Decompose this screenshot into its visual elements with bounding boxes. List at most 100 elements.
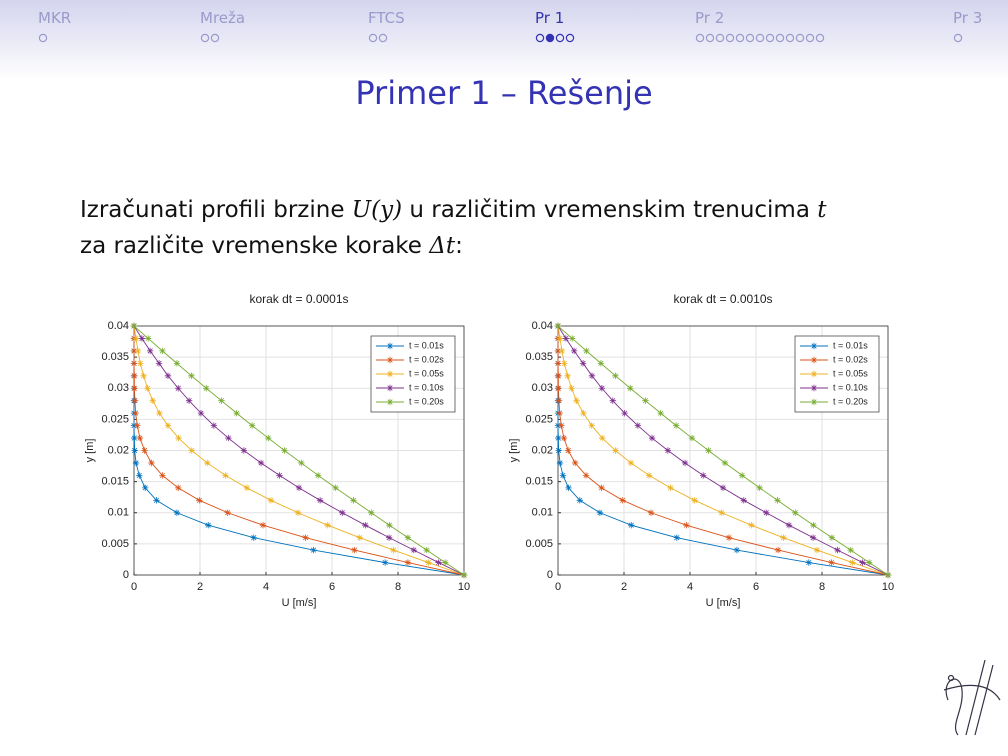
marker xyxy=(565,484,572,492)
nav-dot xyxy=(378,33,388,43)
legend-label: t = 0.05s xyxy=(409,368,444,378)
marker xyxy=(849,559,856,566)
marker xyxy=(554,422,562,429)
marker xyxy=(136,434,144,442)
marker xyxy=(691,497,698,504)
marker xyxy=(884,571,892,579)
marker xyxy=(681,459,689,467)
marker xyxy=(756,484,763,492)
header-bar xyxy=(0,0,1008,80)
math: Δt xyxy=(429,233,456,259)
marker xyxy=(410,546,418,554)
marker xyxy=(612,372,619,379)
y-tick-label: 0 xyxy=(123,569,129,581)
marker xyxy=(425,559,432,566)
marker xyxy=(131,434,138,442)
marker xyxy=(647,509,655,516)
x-tick-label: 10 xyxy=(882,581,894,593)
nav-item[interactable]: Mreža xyxy=(200,9,246,27)
legend-label: t = 0.20s xyxy=(833,396,868,406)
marker xyxy=(159,472,166,479)
marker xyxy=(657,409,664,417)
nav-item[interactable]: Pr 3 xyxy=(953,9,983,27)
marker xyxy=(250,534,257,541)
nav-dot xyxy=(745,33,755,43)
marker xyxy=(351,546,358,554)
marker xyxy=(763,509,770,516)
legend-label: t = 0.02s xyxy=(833,354,868,364)
marker xyxy=(555,447,562,454)
nav-item[interactable]: Pr 2 xyxy=(695,9,725,27)
y-tick-label: 0.01 xyxy=(108,507,129,519)
x-tick-label: 10 xyxy=(458,581,470,593)
marker xyxy=(332,484,339,492)
marker xyxy=(134,347,142,355)
y-axis-label: y [m] xyxy=(84,439,96,463)
marker xyxy=(298,459,305,467)
marker xyxy=(144,335,152,342)
marker xyxy=(131,447,138,454)
marker xyxy=(404,534,412,541)
marker xyxy=(218,397,225,404)
nav-dot xyxy=(368,33,378,43)
legend-marker xyxy=(810,384,818,392)
marker xyxy=(222,472,229,479)
marker xyxy=(596,509,604,516)
marker xyxy=(257,459,265,467)
marker xyxy=(568,335,576,342)
marker xyxy=(740,497,747,504)
marker xyxy=(197,409,205,417)
marker xyxy=(175,385,182,392)
marker xyxy=(748,522,755,529)
marker xyxy=(134,422,141,429)
marker xyxy=(847,546,854,554)
marker xyxy=(188,372,195,379)
marker xyxy=(805,559,812,566)
nav-dot xyxy=(815,33,825,43)
marker xyxy=(859,559,866,566)
legend-marker xyxy=(386,356,394,364)
logo xyxy=(943,659,1001,736)
marker xyxy=(294,509,302,516)
nav-dot xyxy=(38,33,48,43)
x-tick-label: 0 xyxy=(131,581,137,593)
nav-item[interactable]: MKR xyxy=(38,9,72,27)
marker xyxy=(130,360,138,367)
marker xyxy=(634,422,642,429)
nav-dot xyxy=(795,33,805,43)
marker xyxy=(627,459,635,467)
chart-title: korak dt = 0.0001s xyxy=(249,292,348,306)
marker xyxy=(774,497,781,504)
x-tick-label: 8 xyxy=(819,581,825,593)
marker xyxy=(130,347,138,355)
marker xyxy=(132,459,140,467)
marker xyxy=(733,546,741,554)
nav-item[interactable]: FTCS xyxy=(368,9,405,27)
legend-label: t = 0.20s xyxy=(409,396,444,406)
marker xyxy=(688,434,696,442)
y-tick-label: 0.04 xyxy=(532,320,553,332)
nav-dot xyxy=(755,33,765,43)
marker xyxy=(130,322,138,330)
marker xyxy=(721,459,729,467)
marker xyxy=(210,422,218,429)
nav-dot xyxy=(805,33,815,43)
marker xyxy=(645,472,653,479)
marker xyxy=(810,522,817,529)
nav-dot xyxy=(545,33,555,43)
marker xyxy=(571,459,579,467)
text: za različite vremenske korake xyxy=(80,233,430,259)
legend-marker xyxy=(386,384,394,392)
marker xyxy=(155,360,163,367)
marker xyxy=(664,447,672,454)
marker xyxy=(164,422,172,429)
marker xyxy=(556,459,564,467)
legend-label: t = 0.01s xyxy=(409,340,444,350)
text: u različitim vremenskim trenucima xyxy=(402,197,818,223)
marker xyxy=(705,447,712,454)
x-axis-label: U [m/s] xyxy=(282,597,317,609)
nav-item[interactable]: Pr 1 xyxy=(535,9,565,27)
marker xyxy=(667,484,674,492)
marker xyxy=(233,409,240,417)
